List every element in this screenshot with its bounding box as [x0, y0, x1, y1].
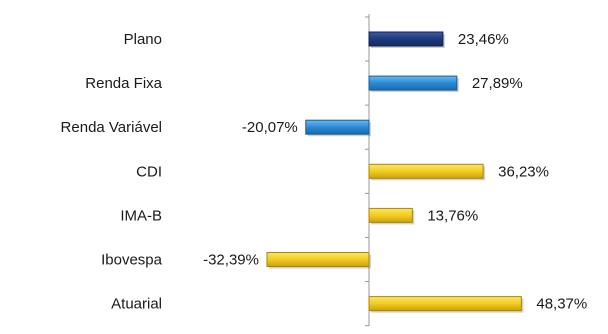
- bar-ima-b: [368, 207, 413, 223]
- value-label: 23,46%: [458, 31, 509, 48]
- bar-plano: [368, 31, 444, 47]
- bar-renda-fixa: [368, 75, 458, 91]
- category-label: CDI: [136, 163, 162, 180]
- bar-cdi: [368, 163, 484, 179]
- bar-ibovespa: [266, 252, 370, 267]
- bars-layer: [266, 31, 524, 313]
- category-label: Renda Variável: [61, 119, 162, 136]
- value-label: 36,23%: [498, 163, 549, 180]
- value-label: 48,37%: [536, 296, 587, 313]
- category-label: Plano: [124, 31, 162, 48]
- category-label: Ibovespa: [101, 252, 163, 269]
- bar-atuarial: [368, 296, 522, 312]
- value-label: -32,39%: [203, 252, 259, 269]
- category-label: Renda Fixa: [85, 75, 162, 92]
- axis-layer: [365, 14, 370, 327]
- value-label: 27,89%: [472, 75, 523, 92]
- value-label: -20,07%: [242, 119, 298, 136]
- labels-layer: Plano 23,46% Renda Fixa 27,89% Renda Variáve…: [61, 31, 588, 313]
- category-label: IMA-B: [120, 207, 162, 224]
- bar-renda-vari-vel: [305, 119, 370, 135]
- category-label: Atuarial: [111, 296, 162, 313]
- value-label: 13,76%: [427, 207, 478, 224]
